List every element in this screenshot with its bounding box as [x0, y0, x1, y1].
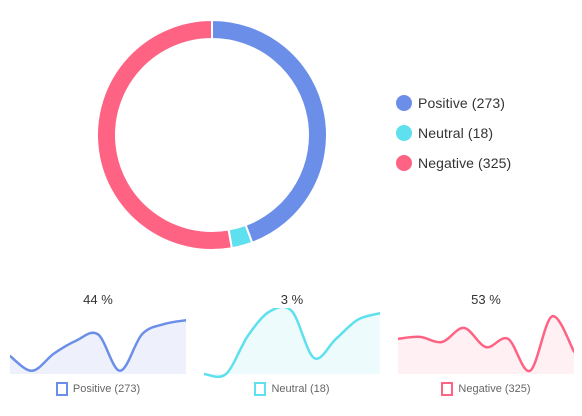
sparkline-area	[398, 316, 574, 374]
legend-item-positive[interactable]: Positive (273)	[396, 88, 511, 118]
legend-label-negative: Negative (325)	[418, 155, 512, 171]
sparkline-line	[10, 318, 186, 373]
mini-legend-label-negative: Negative (325)	[458, 383, 531, 395]
mini-chart-title-neutral: 3 %	[280, 292, 304, 307]
mini-chart-plot-negative	[398, 315, 574, 374]
mini-chart-plot-neutral	[204, 308, 380, 378]
legend-item-negative[interactable]: Negative (325)	[396, 148, 511, 178]
mini-legend-label-neutral: Neutral (18)	[271, 383, 330, 395]
legend-label-neutral: Neutral (18)	[418, 125, 494, 141]
legend-label-positive: Positive (273)	[418, 95, 505, 111]
mini-chart-legend-neutral[interactable]: Neutral (18)	[204, 382, 380, 396]
legend-item-neutral[interactable]: Neutral (18)	[396, 118, 511, 148]
sparkline-line	[204, 308, 380, 378]
mini-chart-legend-negative[interactable]: Negative (325)	[398, 382, 574, 396]
mini-legend-box-neutral	[254, 382, 267, 396]
mini-chart-neutral: 3 % Neutral (18)	[204, 288, 380, 400]
legend-dot-neutral	[396, 125, 412, 141]
donut-legend: Positive (273) Neutral (18) Negative (32…	[396, 88, 511, 178]
mini-chart-title-negative: 53 %	[471, 292, 501, 307]
mini-chart-positive: 44 % Positive (273)	[10, 288, 186, 400]
donut-chart	[96, 19, 328, 251]
legend-dot-negative	[396, 155, 412, 171]
mini-chart-title-positive: 44 %	[83, 292, 113, 307]
sparkline-area	[204, 308, 380, 377]
mini-chart-legend-positive[interactable]: Positive (273)	[10, 382, 186, 396]
sparkline-area	[10, 320, 186, 374]
mini-legend-box-negative	[441, 382, 454, 396]
legend-dot-positive	[396, 95, 412, 111]
donut-slice-negative[interactable]	[96, 19, 233, 251]
mini-chart-plot-positive	[10, 318, 186, 374]
mini-legend-box-positive	[55, 382, 68, 396]
sparkline-line	[398, 315, 574, 373]
mini-legend-label-positive: Positive (273)	[72, 383, 141, 395]
donut-slice-positive[interactable]	[211, 19, 328, 245]
mini-chart-negative: 53 % Negative (325)	[398, 288, 574, 400]
